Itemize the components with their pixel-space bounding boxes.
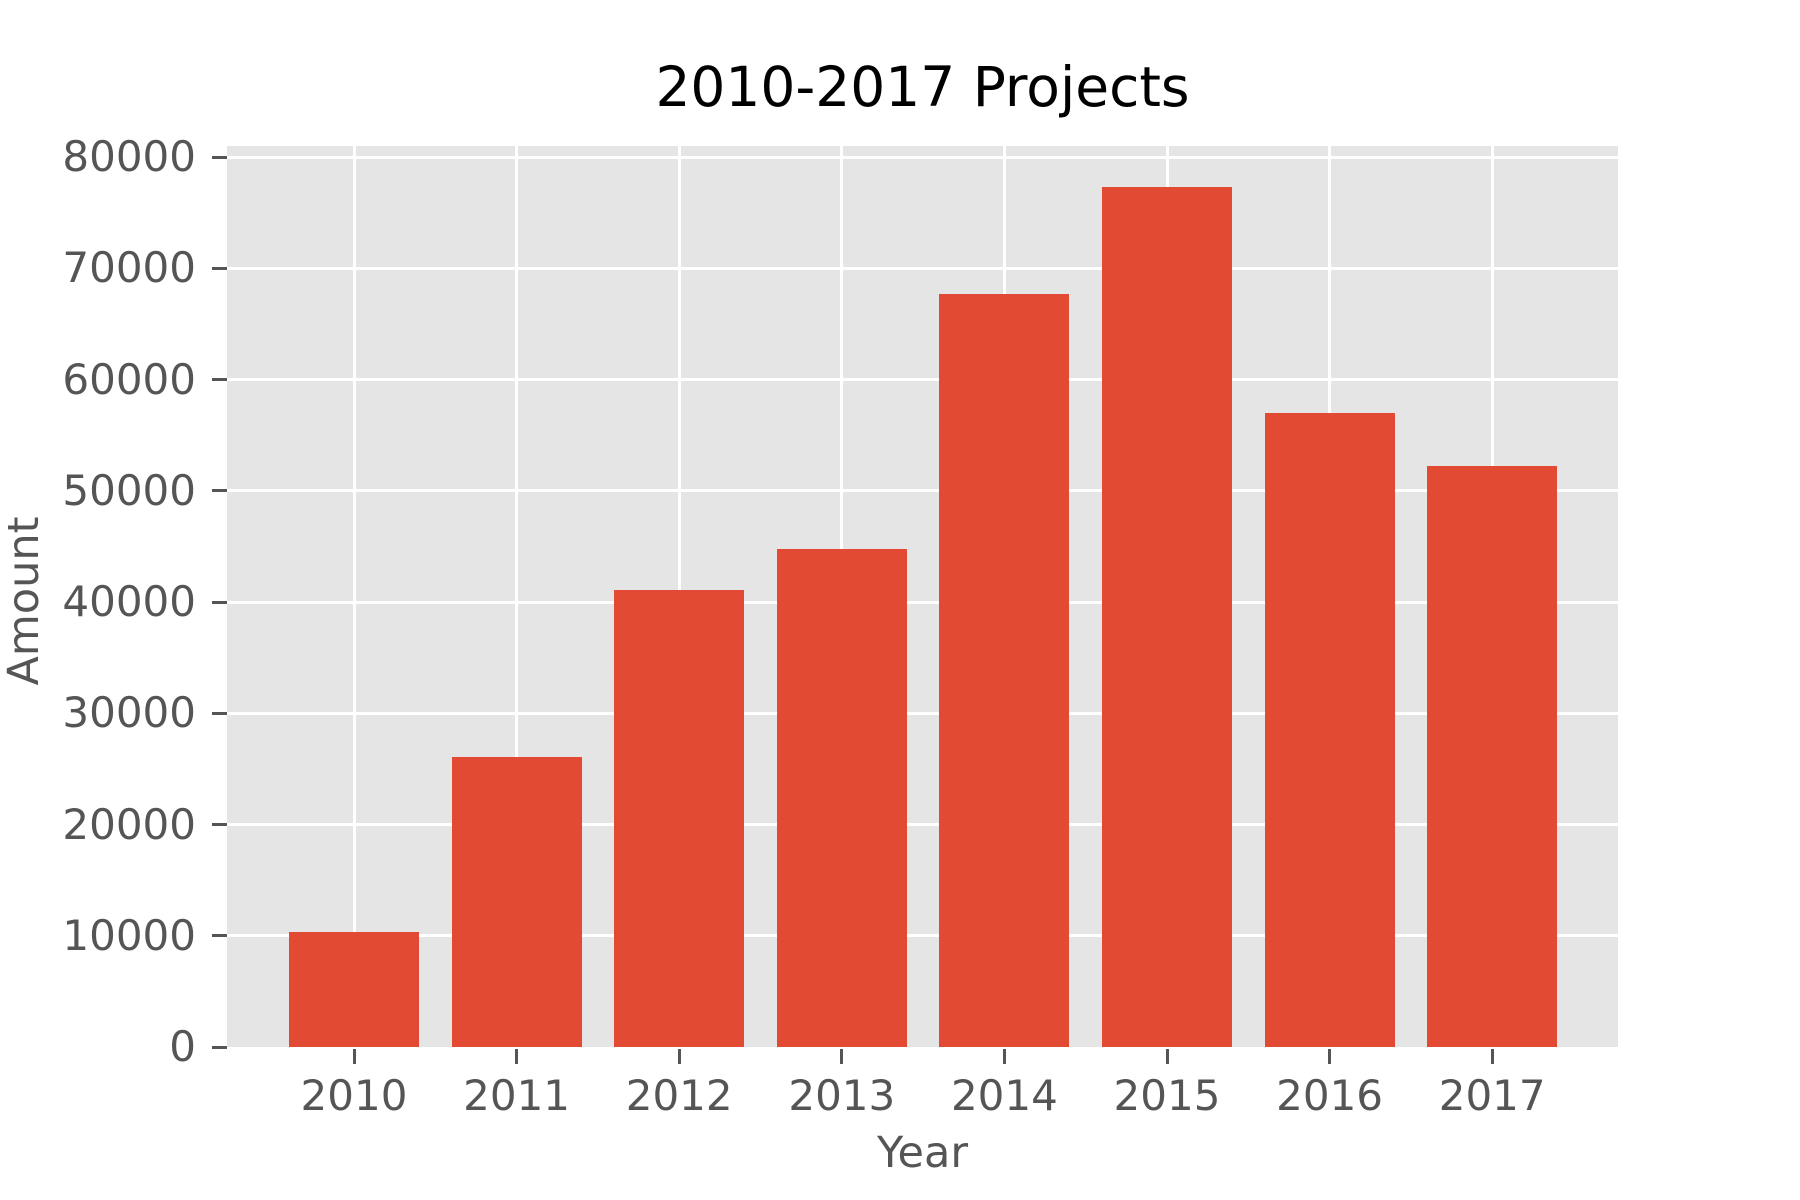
bar-2013 [776,548,907,1047]
x-tick-label: 2015 [1113,1071,1221,1120]
y-gridline [227,823,1618,827]
y-gridline [227,711,1618,715]
y-tick-mark [212,489,227,493]
y-tick-label: 80000 [62,132,196,182]
bar-2012 [614,589,745,1047]
bar-2011 [451,756,582,1047]
y-tick-label: 70000 [62,243,196,293]
y-tick-mark [212,600,227,604]
plot-area [227,146,1618,1047]
y-gridline [227,934,1618,938]
y-tick-mark [212,378,227,382]
y-gridline [227,266,1618,270]
x-tick-label: 2010 [300,1071,408,1120]
y-tick-mark [212,711,227,715]
y-gridline [227,489,1618,493]
y-tick-mark [212,1045,227,1049]
x-tick-mark [515,1049,519,1064]
x-tick-label: 2016 [1276,1071,1384,1120]
x-tick-label: 2011 [463,1071,571,1120]
y-tick-label: 30000 [62,688,196,738]
bar-2016 [1264,412,1395,1047]
y-tick-label: 60000 [62,354,196,404]
y-gridline [227,378,1618,382]
y-tick-mark [212,155,227,159]
x-tick-mark [352,1049,356,1064]
x-tick-mark [1002,1049,1006,1064]
x-gridline [352,146,356,1047]
bar-2015 [1102,187,1232,1047]
y-tick-label: 0 [169,1022,196,1071]
chart-title: 2010-2017 Projects [655,55,1190,119]
y-tick-label: 10000 [62,910,196,960]
y-tick-mark [212,823,227,827]
y-gridline [227,600,1618,604]
x-gridline [515,146,519,1047]
x-axis-label: Year [876,1128,969,1178]
x-tick-mark [677,1049,681,1064]
y-tick-mark [212,266,227,270]
x-tick-label: 2013 [788,1071,896,1120]
x-tick-mark [840,1049,844,1064]
bar-2010 [289,932,419,1047]
y-gridline [227,155,1618,159]
x-tick-label: 2017 [1438,1071,1546,1120]
y-tick-label: 20000 [62,799,196,849]
bar-2017 [1427,466,1558,1047]
x-tick-mark [1165,1049,1169,1064]
x-tick-mark [1490,1049,1494,1064]
x-tick-mark [1328,1049,1332,1064]
y-tick-label: 40000 [62,577,196,627]
y-tick-label: 50000 [62,465,196,515]
y-tick-mark [212,934,227,938]
bar-2014 [939,293,1070,1047]
x-tick-label: 2014 [950,1071,1058,1120]
x-tick-label: 2012 [625,1071,733,1120]
